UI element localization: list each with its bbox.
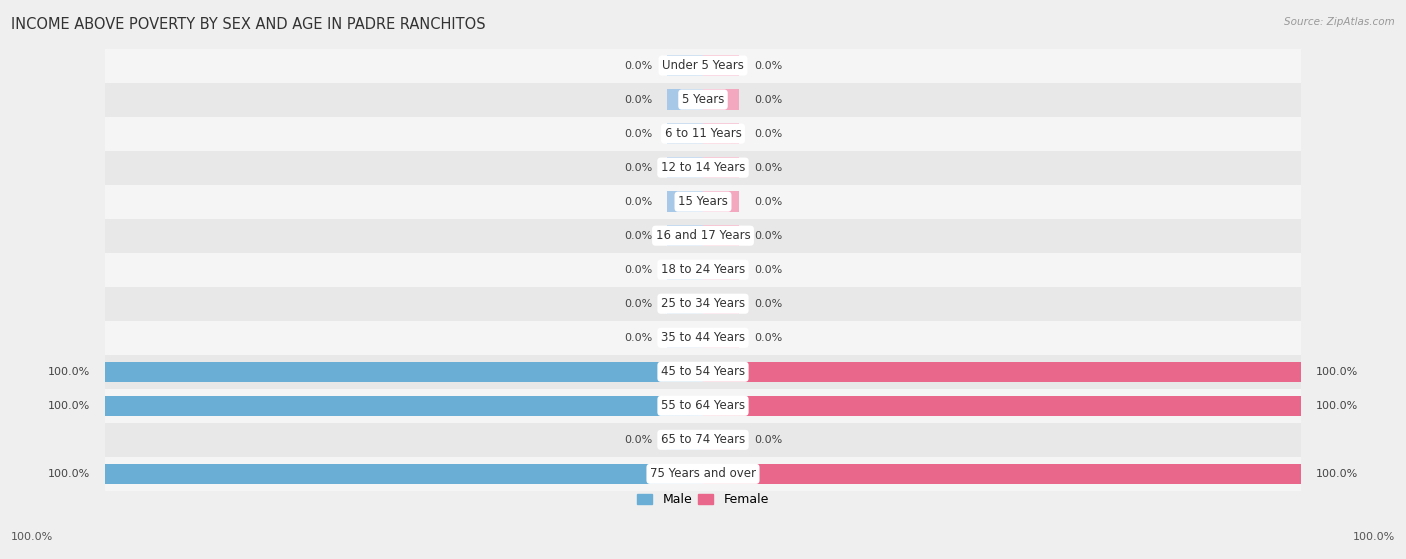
Bar: [703, 293, 740, 314]
Text: 0.0%: 0.0%: [754, 333, 782, 343]
Bar: [104, 150, 1302, 184]
Bar: [666, 293, 703, 314]
Bar: [703, 362, 1302, 382]
Bar: [666, 259, 703, 280]
Text: INCOME ABOVE POVERTY BY SEX AND AGE IN PADRE RANCHITOS: INCOME ABOVE POVERTY BY SEX AND AGE IN P…: [11, 17, 486, 32]
Bar: [703, 430, 740, 450]
Bar: [104, 287, 1302, 321]
Bar: [104, 83, 1302, 117]
Text: 0.0%: 0.0%: [624, 231, 652, 241]
Text: 16 and 17 Years: 16 and 17 Years: [655, 229, 751, 242]
Bar: [104, 184, 1302, 219]
Text: 75 Years and over: 75 Years and over: [650, 467, 756, 480]
Bar: [104, 219, 1302, 253]
Text: 45 to 54 Years: 45 to 54 Years: [661, 365, 745, 378]
Text: 35 to 44 Years: 35 to 44 Years: [661, 331, 745, 344]
Bar: [104, 355, 1302, 389]
Text: 0.0%: 0.0%: [754, 163, 782, 173]
Bar: [666, 191, 703, 212]
Text: 100.0%: 100.0%: [1316, 401, 1358, 411]
Text: 0.0%: 0.0%: [624, 197, 652, 207]
Text: 0.0%: 0.0%: [624, 333, 652, 343]
Bar: [703, 463, 1302, 484]
Text: 0.0%: 0.0%: [754, 197, 782, 207]
Text: 0.0%: 0.0%: [754, 299, 782, 309]
Text: 100.0%: 100.0%: [48, 469, 90, 479]
Bar: [666, 89, 703, 110]
Bar: [666, 328, 703, 348]
Text: 0.0%: 0.0%: [754, 60, 782, 70]
Text: 0.0%: 0.0%: [754, 231, 782, 241]
Text: 0.0%: 0.0%: [624, 129, 652, 139]
Text: 100.0%: 100.0%: [1316, 367, 1358, 377]
Text: Under 5 Years: Under 5 Years: [662, 59, 744, 72]
Bar: [703, 158, 740, 178]
Text: 0.0%: 0.0%: [624, 265, 652, 274]
Bar: [703, 396, 1302, 416]
Text: 12 to 14 Years: 12 to 14 Years: [661, 161, 745, 174]
Text: 100.0%: 100.0%: [1316, 469, 1358, 479]
Bar: [104, 49, 1302, 83]
Text: 0.0%: 0.0%: [624, 163, 652, 173]
Text: 0.0%: 0.0%: [754, 94, 782, 105]
Bar: [666, 124, 703, 144]
Text: 0.0%: 0.0%: [624, 299, 652, 309]
Bar: [666, 225, 703, 246]
Bar: [666, 55, 703, 76]
Bar: [104, 463, 703, 484]
Text: Source: ZipAtlas.com: Source: ZipAtlas.com: [1284, 17, 1395, 27]
Text: 0.0%: 0.0%: [754, 435, 782, 445]
Text: 100.0%: 100.0%: [11, 532, 53, 542]
Text: 25 to 34 Years: 25 to 34 Years: [661, 297, 745, 310]
Bar: [104, 396, 703, 416]
Bar: [104, 117, 1302, 150]
Bar: [703, 191, 740, 212]
Text: 100.0%: 100.0%: [1353, 532, 1395, 542]
Bar: [104, 457, 1302, 491]
Bar: [666, 430, 703, 450]
Text: 0.0%: 0.0%: [754, 129, 782, 139]
Text: 5 Years: 5 Years: [682, 93, 724, 106]
Bar: [666, 158, 703, 178]
Text: 0.0%: 0.0%: [624, 435, 652, 445]
Text: 6 to 11 Years: 6 to 11 Years: [665, 127, 741, 140]
Text: 55 to 64 Years: 55 to 64 Years: [661, 399, 745, 413]
Bar: [104, 389, 1302, 423]
Text: 0.0%: 0.0%: [624, 60, 652, 70]
Bar: [104, 253, 1302, 287]
Bar: [703, 89, 740, 110]
Text: 100.0%: 100.0%: [48, 401, 90, 411]
Bar: [703, 55, 740, 76]
Text: 0.0%: 0.0%: [754, 265, 782, 274]
Bar: [703, 225, 740, 246]
Text: 18 to 24 Years: 18 to 24 Years: [661, 263, 745, 276]
Text: 65 to 74 Years: 65 to 74 Years: [661, 433, 745, 446]
Text: 100.0%: 100.0%: [48, 367, 90, 377]
Legend: Male, Female: Male, Female: [633, 488, 773, 511]
Text: 15 Years: 15 Years: [678, 195, 728, 208]
Bar: [703, 328, 740, 348]
Bar: [703, 259, 740, 280]
Bar: [104, 321, 1302, 355]
Text: 0.0%: 0.0%: [624, 94, 652, 105]
Bar: [703, 124, 740, 144]
Bar: [104, 362, 703, 382]
Bar: [104, 423, 1302, 457]
